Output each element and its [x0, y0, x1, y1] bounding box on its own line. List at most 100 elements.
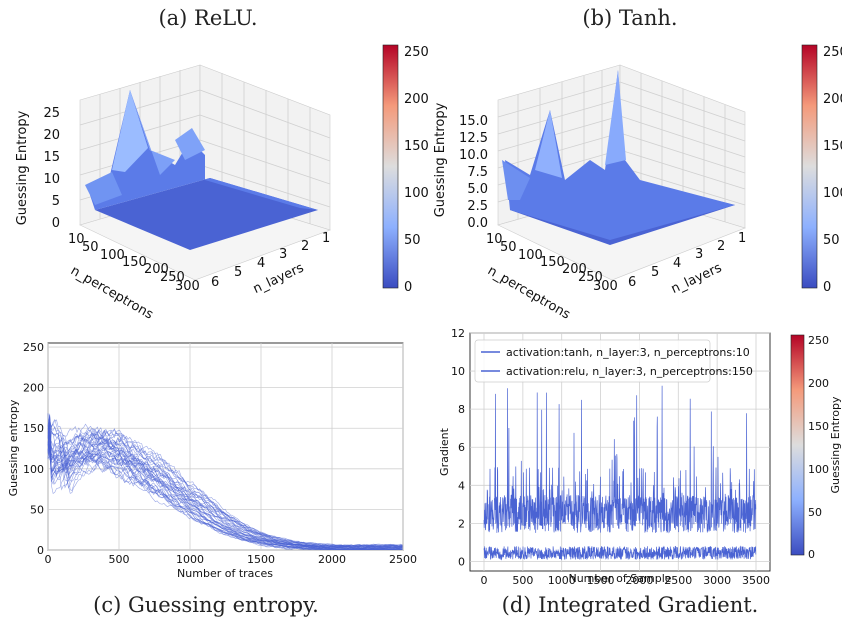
x-tick: 50	[500, 240, 517, 255]
y-axis-label: Gradient	[438, 427, 451, 476]
z-tick: 5	[52, 194, 60, 209]
y-tick: 250	[23, 341, 44, 354]
y-tick: 8	[458, 403, 465, 416]
colorbar-a-gradient	[382, 44, 399, 289]
y-tick: 1	[738, 231, 746, 246]
x-tick: 250	[578, 270, 603, 285]
z-tick: 0	[52, 216, 60, 231]
x-axis-label: n_perceptrons	[485, 263, 573, 322]
y-tick: 10	[451, 365, 465, 378]
y-tick: 2	[301, 239, 309, 254]
caption-b: (b) Tanh.	[582, 6, 677, 30]
caption-c: (c) Guessing entropy.	[93, 593, 319, 617]
x-tick: 150	[122, 255, 147, 270]
y-tick: 5	[651, 265, 659, 280]
colorbar-tick: 200	[823, 92, 842, 107]
x-tick: 1000	[548, 574, 576, 587]
colorbar-tick: 100	[823, 186, 842, 201]
surface-peak-relu	[112, 90, 148, 172]
x-tick: 2500	[664, 574, 692, 587]
colorbar-b: 0 50 100 150 200 250	[801, 44, 842, 295]
x-tick: 2500	[389, 553, 417, 566]
colorbar-d-gradient	[790, 334, 805, 556]
legend-box	[474, 339, 711, 383]
y-tick: 2	[458, 517, 465, 530]
z-tick: 7.5	[467, 165, 488, 180]
colorbar-tick: 50	[823, 233, 840, 248]
legend-label-relu: activation:relu, n_layer:3, n_perceptron…	[506, 365, 753, 378]
colorbar-tick: 100	[808, 463, 829, 476]
colorbar-tick: 150	[404, 139, 429, 154]
y-tick: 100	[23, 463, 44, 476]
x-tick: 300	[593, 279, 618, 294]
colorbar-tick: 250	[404, 45, 429, 60]
z-tick: 15.0	[459, 114, 488, 129]
x-axis-label: n_perceptrons	[68, 263, 156, 322]
surface-peak-2	[605, 70, 626, 165]
caption-d: (d) Integrated Gradient.	[502, 593, 759, 617]
surface-plot-tanh: 0.0 2.5 5.0 7.5 10.0 12.5 15.0 Guessing …	[433, 64, 746, 323]
z-tick: 0.0	[467, 216, 488, 231]
x-tick: 1500	[247, 553, 275, 566]
x-axis-label: Number of Sample	[568, 572, 671, 585]
y-tick: 4	[257, 256, 265, 271]
x-tick: 200	[144, 262, 169, 277]
entropy-series-line	[47, 433, 403, 548]
colorbar-tick: 0	[404, 280, 412, 295]
z-tick: 5.0	[467, 182, 488, 197]
x-tick: 100	[100, 248, 125, 263]
x-tick: 2000	[318, 553, 346, 566]
x-tick: 200	[562, 262, 587, 277]
x-tick: 500	[512, 574, 533, 587]
gradient-series	[483, 385, 757, 561]
colorbar-tick: 150	[823, 139, 842, 154]
y-tick: 3	[695, 247, 703, 262]
y-tick: 1	[322, 231, 330, 246]
caption-a: (a) ReLU.	[158, 6, 257, 30]
x-tick: 0	[481, 574, 488, 587]
y-tick: 6	[628, 275, 636, 290]
colorbar-tick: 250	[808, 334, 829, 347]
x-tick: 300	[175, 279, 200, 294]
y-tick: 50	[30, 503, 44, 516]
y-tick: 6	[211, 275, 219, 290]
integrated-gradient-chart: 0 500 1000 1500 2000 2500 3000 3500 0 2 4 6 8 10 12 N…	[438, 327, 771, 587]
legend-label-tanh: activation:tanh, n_layer:3, n_perceptron…	[506, 346, 750, 359]
colorbar-tick: 50	[404, 233, 421, 248]
colorbar-label: Guessing Entropy	[829, 396, 842, 493]
x-tick: 1000	[176, 553, 204, 566]
z-tick: 20	[43, 128, 60, 143]
z-tick: 25	[43, 106, 60, 121]
x-tick: 3500	[742, 574, 770, 587]
entropy-series-line	[47, 432, 403, 548]
y-tick: 2	[717, 239, 725, 254]
surface-peak-1	[535, 110, 562, 178]
colorbar-tick: 200	[404, 92, 429, 107]
colorbar-a: 0 50 100 150 200 250	[382, 44, 429, 295]
surface-mid	[90, 90, 318, 210]
y-tick: 6	[458, 441, 465, 454]
colorbar-b-gradient	[801, 44, 818, 289]
surface-plot-relu: 0 5 10 15 20 25 Guessing Entropy 10 50 1…	[15, 64, 331, 323]
y-tick: 4	[458, 479, 465, 492]
x-tick: 150	[540, 255, 565, 270]
y-tick: 0	[37, 544, 44, 557]
guessing-entropy-chart: 0 500 1000 1500 2000 2500 0 50 100 150 200 250 Num…	[7, 341, 417, 580]
colorbar-tick: 0	[808, 548, 815, 561]
entropy-series-line	[47, 413, 403, 548]
x-tick: 50	[82, 240, 99, 255]
series-line-tanh	[483, 385, 757, 534]
x-tick: 500	[109, 553, 130, 566]
colorbar-tick: 200	[808, 377, 829, 390]
legend: activation:tanh, n_layer:3, n_perceptron…	[474, 339, 753, 383]
entropy-series	[47, 413, 403, 550]
y-tick: 3	[279, 247, 287, 262]
colorbar-tick: 250	[823, 45, 842, 60]
x-tick: 0	[45, 553, 52, 566]
colorbar-tick: 0	[823, 280, 831, 295]
x-tick: 3000	[703, 574, 731, 587]
z-tick: 12.5	[459, 131, 488, 146]
z-tick: 10	[43, 172, 60, 187]
x-tick: 2000	[625, 574, 653, 587]
